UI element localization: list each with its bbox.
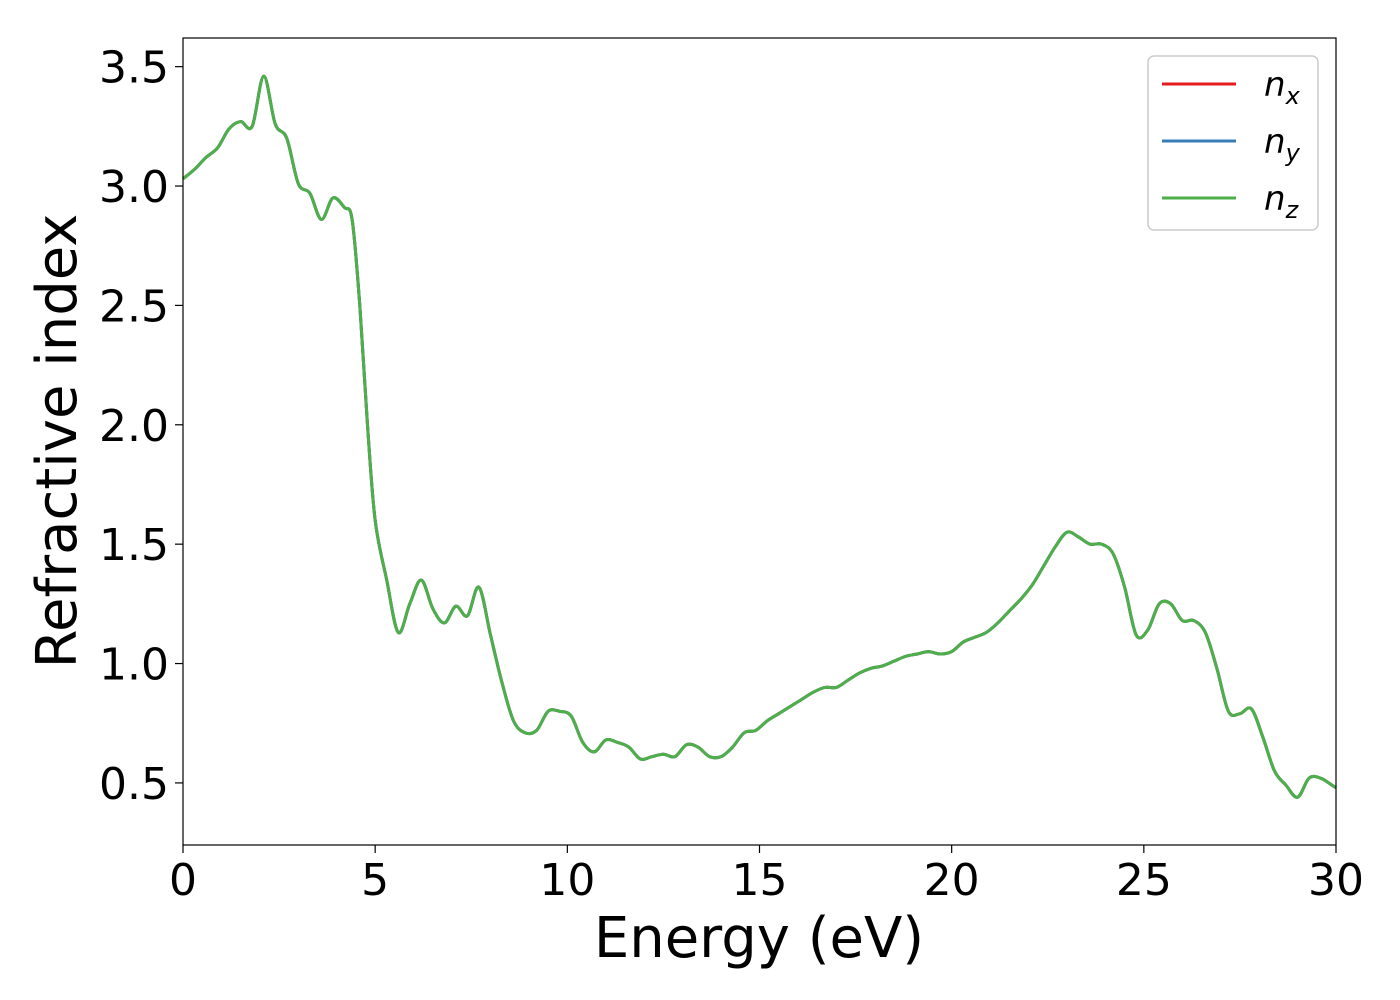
legend-box: [1147, 55, 1319, 231]
y-tick-label: 3.5: [99, 43, 169, 94]
x-axis: 0 5 10 15 20 25 30: [169, 845, 1364, 906]
x-tick-label: 0: [169, 855, 197, 906]
x-tick-label: 5: [361, 855, 389, 906]
legend-label-nz: nz: [1264, 179, 1300, 224]
y-axis-title: Refractive index: [25, 214, 90, 669]
y-tick-label: 2.0: [99, 401, 169, 452]
y-tick-label: 0.5: [99, 759, 169, 810]
x-tick-label: 30: [1308, 855, 1364, 906]
x-tick-label: 25: [1116, 855, 1172, 906]
y-tick-label: 2.5: [99, 281, 169, 332]
y-axis: 0.5 1.0 1.5 2.0 2.5 3.0 3.5: [99, 43, 183, 810]
series-line-n-z: [182, 74, 1337, 799]
x-axis-title: Energy (eV): [594, 906, 924, 971]
x-tick-label: 20: [924, 855, 980, 906]
series-layer: [182, 74, 1337, 799]
x-tick-label: 10: [539, 855, 595, 906]
x-tick-label: 15: [732, 855, 788, 906]
y-tick-label: 1.5: [99, 520, 169, 571]
y-tick-label: 3.0: [99, 162, 169, 213]
y-tick-label: 1.0: [99, 640, 169, 691]
